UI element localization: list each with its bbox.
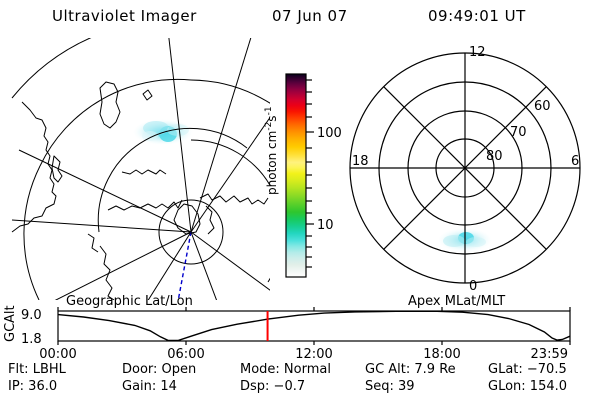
status-row-2: IP: 36.0 Gain: 14 Dsp: −0.7 Seq: 39 GLon… [0,379,600,396]
status-gc-alt: GC Alt: 7.9 Re [365,362,456,377]
cbar-label-exp1: -2 [264,122,274,131]
timeline-xtick-0600: 06:00 [167,347,204,362]
svg-text:photon cm-2s-1: photon cm-2s-1 [264,106,279,195]
status-footer: Flt: LBHL Door: Open Mode: Normal GC Alt… [0,362,600,396]
status-ip: IP: 36.0 [8,379,58,394]
status-door: Door: Open [122,362,197,377]
cbar-label-exp2: -1 [264,106,274,115]
altitude-curve [57,310,571,342]
colorbar-gradient [286,74,306,277]
mlat-label-80: 80 [486,149,503,164]
status-flt: Flt: LBHL [8,362,66,377]
timeline-xtick-1800: 18:00 [423,347,460,362]
page-title: Ultraviolet Imager [52,7,197,25]
timeline-yaxis-title-gc: GC [3,323,18,342]
geo-meridian-lines [11,38,270,300]
cbar-label-main: photon cm [265,131,279,195]
mlt-label-0: 0 [469,279,477,294]
status-mode: Mode: Normal [240,362,331,377]
orbit-altitude-timeline[interactable]: GC Alt 9.0 1.8 00:00 06:00 12:00 18:00 [0,292,600,362]
status-seq: Seq: 39 [365,379,415,394]
apex-mlat-mlt-plot[interactable]: 12 18 6 0 60 70 80 [330,38,600,300]
timeline-ytick-high: 9.0 [21,308,42,323]
timeline-ytick-low: 1.8 [21,332,42,347]
cbar-label-mid: s [265,115,279,121]
colorbar-axis-label: photon cm-2s-1 [264,106,279,195]
mlt-label-12: 12 [469,45,486,60]
status-gain: Gain: 14 [122,379,177,394]
status-dsp: Dsp: −0.7 [240,379,306,394]
timeline-xtick-0000: 00:00 [39,347,76,362]
colorbar-ticks [306,79,314,268]
apex-plot-caption: Apex MLat/MLT [408,294,506,309]
status-glat: GLat: −70.5 [488,362,567,377]
timeline-xtick-2359: 23:59 [531,347,568,362]
colorbar-tick-10: 10 [317,218,334,233]
geographic-plot-caption: Geographic Lat/Lon [66,294,193,309]
observation-time: 09:49:01 UT [428,7,526,25]
mlt-label-6: 6 [571,154,579,169]
timeline-yaxis-title-alt: Alt [3,305,18,323]
status-glon: GLon: 154.0 [488,379,568,394]
intensity-colorbar[interactable]: 100 10 photon cm-2s-1 [262,45,362,295]
colorbar-tick-100: 100 [317,126,342,141]
timeline-xticks [57,307,571,345]
mlat-label-60: 60 [534,99,551,114]
coastline-outlines [11,81,269,300]
observation-date: 07 Jun 07 [272,7,348,25]
timeline-xtick-1200: 12:00 [295,347,332,362]
mlat-label-70: 70 [510,125,527,140]
geographic-map-plot[interactable] [0,38,270,300]
status-row-1: Flt: LBHL Door: Open Mode: Normal GC Alt… [0,362,600,379]
mlt-spokes [350,53,580,283]
mlt-label-18: 18 [352,154,369,169]
